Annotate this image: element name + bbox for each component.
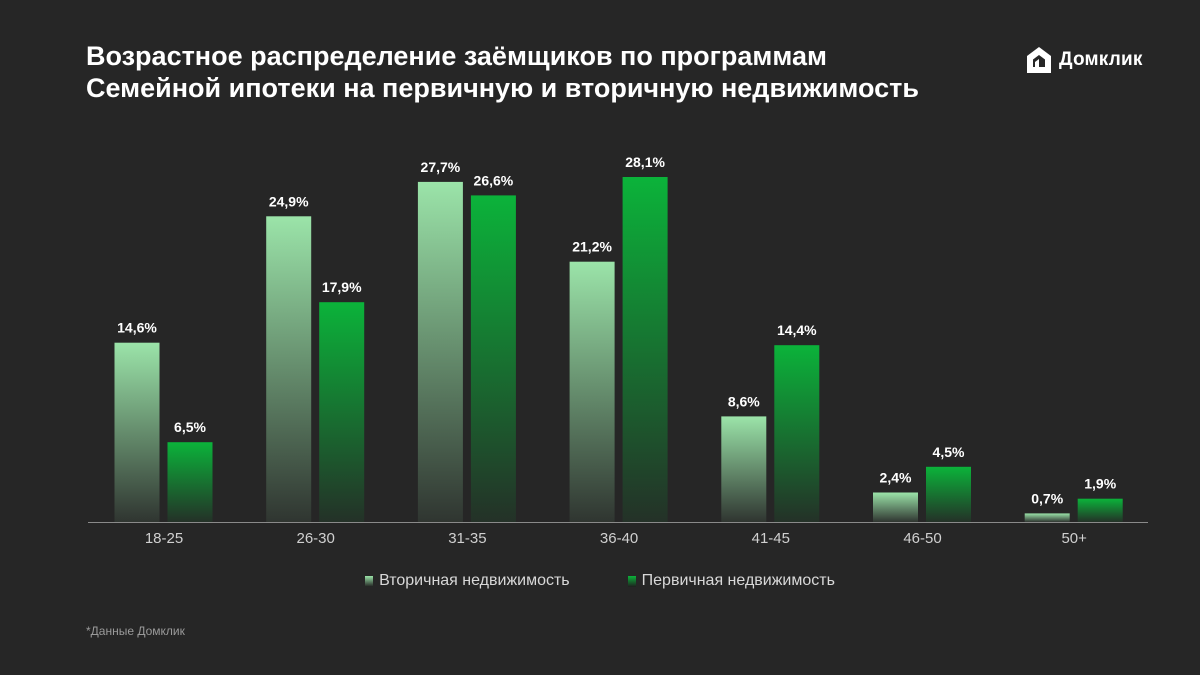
legend-label-primary: Первичная недвижимость [641,572,835,589]
bars-layer [114,177,1123,523]
legend-item-secondary: Вторичная недвижимость [365,572,570,590]
value-label-primary-31-35: 26,6% [474,172,514,188]
bar-primary-36-40 [622,177,668,522]
value-label-primary-26-30: 17,9% [322,279,362,295]
x-tick-label-46-50: 46-50 [903,530,941,547]
bar-secondary-41-45 [721,416,767,522]
value-label-secondary-41-45: 8,6% [728,393,760,409]
bar-secondary-18-25 [114,342,160,522]
value-label-secondary-36-40: 21,2% [572,239,612,255]
chart-title: Возрастное распределение заёмщиков по пр… [86,40,986,104]
bar-secondary-31-35 [417,181,463,522]
chart-title-line-1: Возрастное распределение заёмщиков по пр… [86,41,827,71]
x-tick-label-31-35: 31-35 [448,530,486,547]
logo-text: Домклик [1059,49,1143,70]
x-tick-label-41-45: 41-45 [752,530,790,547]
legend-swatch-primary [627,575,636,587]
x-tick-labels-layer: 18-25 26-30 31-35 36-40 41-45 46-50 50+ [145,530,1087,547]
source-footnote: *Данные Домклик [86,624,185,638]
bar-secondary-36-40 [569,261,615,522]
legend-label-secondary: Вторичная недвижимость [379,572,570,589]
bar-primary-26-30 [319,302,365,522]
bar-chart: 14,6% 6,5% 24,9% 17,9% 27,7% 26,6% 21,2% 28,1% 8… [88,154,1148,547]
x-tick-label-50+: 50+ [1061,530,1087,547]
bar-primary-46-50 [926,466,971,522]
legend-swatch-secondary [365,575,374,587]
chart-title-line-2: Семейной ипотеки на первичную и вторичну… [86,73,919,103]
value-label-secondary-50+: 0,7% [1031,490,1063,506]
value-label-primary-36-40: 28,1% [625,154,665,170]
value-label-secondary-18-25: 14,6% [117,320,157,336]
value-label-secondary-31-35: 27,7% [421,159,461,175]
value-label-primary-50+: 1,9% [1084,476,1116,492]
value-label-primary-41-45: 14,4% [777,322,817,338]
value-label-secondary-46-50: 2,4% [880,470,912,486]
x-tick-label-18-25: 18-25 [145,530,183,547]
bar-primary-18-25 [167,442,213,522]
chart-legend: Вторичная недвижимость Первичная недвижи… [0,572,1200,590]
domclick-logo: Домклик [1026,46,1143,74]
bar-secondary-50+ [1024,513,1070,522]
value-label-primary-46-50: 4,5% [933,444,965,460]
legend-item-primary: Первичная недвижимость [627,572,835,590]
house-icon [1027,47,1051,73]
x-tick-label-26-30: 26-30 [297,530,335,547]
x-tick-label-36-40: 36-40 [600,530,638,547]
bar-primary-31-35 [470,195,516,522]
bar-primary-50+ [1077,498,1123,522]
value-labels-layer: 14,6% 6,5% 24,9% 17,9% 27,7% 26,6% 21,2% 28,1% 8… [117,154,1117,506]
value-label-secondary-26-30: 24,9% [269,193,309,209]
bar-secondary-46-50 [873,492,918,522]
value-label-primary-18-25: 6,5% [174,419,206,435]
bar-secondary-26-30 [266,216,312,523]
bar-primary-41-45 [774,345,820,522]
